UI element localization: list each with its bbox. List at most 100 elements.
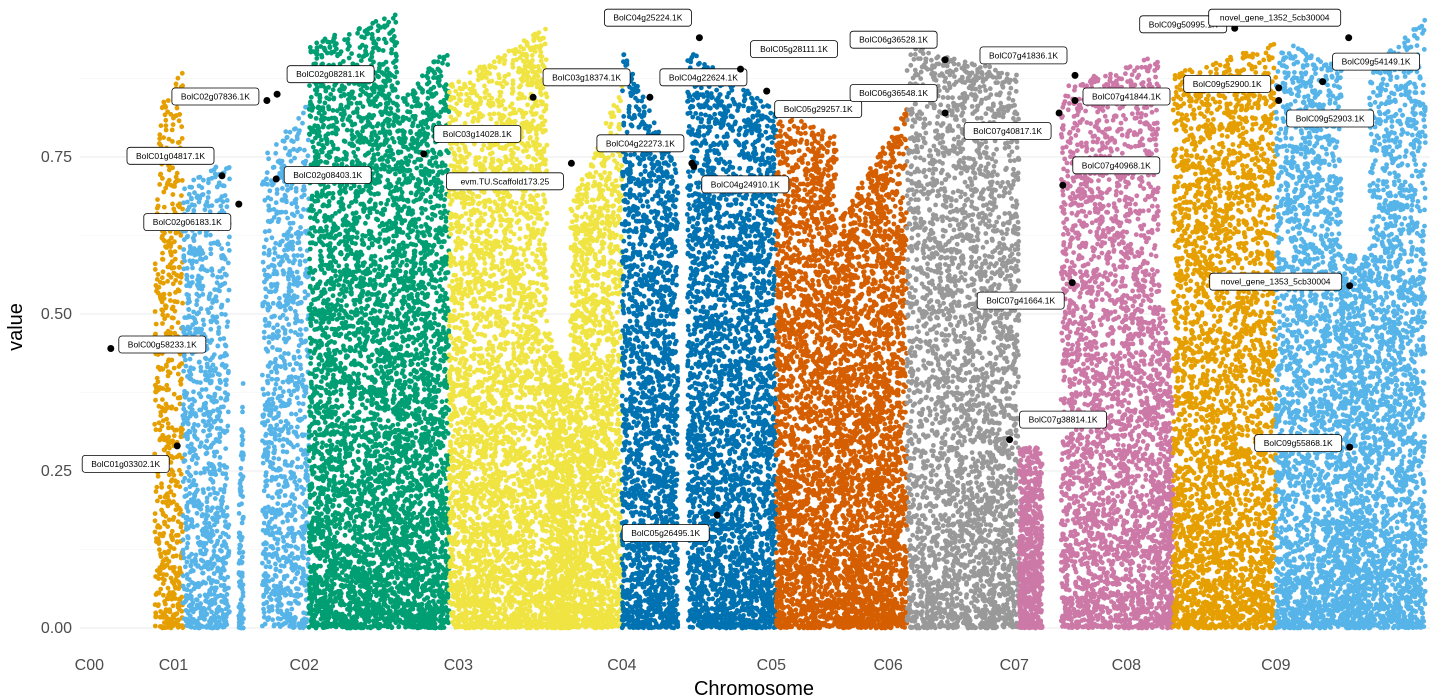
data-point <box>164 382 170 388</box>
data-point <box>172 249 178 255</box>
data-point <box>168 575 174 581</box>
data-point <box>263 431 269 437</box>
data-point <box>348 345 354 351</box>
data-point <box>169 596 175 602</box>
data-point <box>262 229 268 235</box>
data-point <box>391 157 396 162</box>
data-point <box>306 448 312 454</box>
data-point <box>344 564 349 570</box>
series-C02 <box>306 12 452 631</box>
data-point <box>190 280 195 285</box>
data-point <box>212 391 218 397</box>
data-point <box>351 183 357 189</box>
data-point <box>280 238 285 244</box>
data-point <box>264 478 270 483</box>
data-point <box>217 288 222 294</box>
data-point <box>240 607 246 613</box>
data-point <box>328 231 333 237</box>
data-point <box>373 422 379 427</box>
data-point <box>184 559 190 565</box>
data-point <box>319 267 325 272</box>
data-point <box>355 146 361 152</box>
data-point <box>224 601 230 607</box>
data-point <box>200 512 206 517</box>
data-point <box>280 186 285 191</box>
data-point <box>198 380 203 385</box>
data-point <box>357 184 362 190</box>
data-point <box>277 385 283 391</box>
data-point <box>186 464 192 470</box>
data-point <box>169 579 175 585</box>
data-point <box>278 354 284 360</box>
data-point <box>265 493 271 499</box>
data-point <box>225 370 231 376</box>
data-point <box>387 498 392 504</box>
data-point <box>155 473 161 479</box>
data-point <box>333 273 338 279</box>
data-point <box>163 513 169 519</box>
data-point <box>176 288 182 294</box>
data-point <box>188 562 194 568</box>
data-point <box>201 177 206 183</box>
data-point <box>153 613 159 619</box>
data-point <box>203 516 209 522</box>
data-point <box>275 254 281 259</box>
data-point <box>166 548 172 554</box>
data-point <box>311 160 317 166</box>
data-point <box>213 585 219 591</box>
data-point <box>276 600 282 606</box>
data-point <box>171 492 177 498</box>
data-point <box>155 498 160 504</box>
data-point <box>191 248 197 254</box>
data-point <box>269 284 274 289</box>
data-point <box>326 483 332 488</box>
data-point <box>265 378 270 384</box>
data-point <box>288 185 294 191</box>
data-point <box>224 545 229 550</box>
data-point <box>289 606 295 612</box>
data-point <box>209 337 215 343</box>
data-point <box>158 413 164 418</box>
data-point <box>378 166 384 172</box>
data-point <box>372 541 378 546</box>
data-point <box>158 409 164 415</box>
data-point <box>299 506 305 511</box>
data-point <box>216 180 222 186</box>
data-point <box>301 207 306 212</box>
data-point <box>318 399 323 405</box>
data-point <box>191 586 197 592</box>
data-point <box>194 510 200 516</box>
data-point <box>202 607 208 613</box>
data-point <box>263 470 269 475</box>
data-point <box>271 391 277 397</box>
data-point <box>281 576 287 582</box>
data-point <box>356 329 362 335</box>
data-point <box>225 319 231 325</box>
data-point <box>299 575 305 580</box>
data-point <box>217 547 223 553</box>
data-point <box>153 397 158 403</box>
data-point <box>323 443 329 448</box>
data-point <box>180 83 186 89</box>
data-point <box>307 549 313 555</box>
data-point <box>287 129 293 135</box>
data-point <box>199 387 205 392</box>
data-point <box>240 381 246 386</box>
data-point <box>152 261 158 267</box>
data-point <box>169 357 175 363</box>
data-point <box>167 607 173 613</box>
data-point <box>339 473 345 479</box>
data-point <box>187 330 193 335</box>
data-point <box>330 268 336 273</box>
data-point <box>169 315 175 321</box>
data-point <box>382 481 388 487</box>
data-point <box>199 275 204 281</box>
data-point <box>294 204 300 210</box>
data-point <box>162 230 167 236</box>
data-point <box>189 441 194 447</box>
data-point <box>177 395 183 400</box>
data-point <box>167 439 173 444</box>
data-point <box>165 503 171 509</box>
data-point <box>263 440 269 446</box>
data-point <box>224 505 230 510</box>
